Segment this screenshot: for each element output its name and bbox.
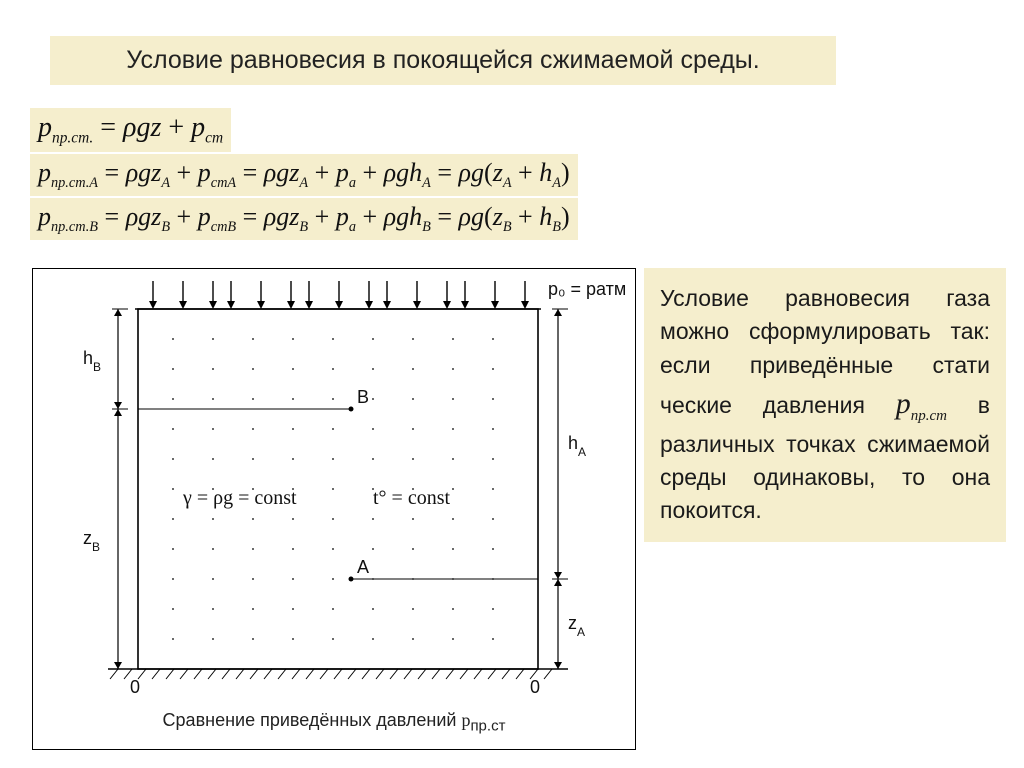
equation-3: pпр.ст.B = ρgzB + pстB = ρgzB + pa + ρgh… — [30, 198, 578, 240]
svg-text:γ = ρg = const: γ = ρg = const — [182, 487, 297, 509]
title-box: Условие равновесия в покоящейся сжимаемо… — [50, 36, 836, 85]
svg-text:0: 0 — [530, 677, 540, 697]
svg-text:p₀ = pатм: p₀ = pатм — [548, 279, 626, 299]
svg-text:B: B — [357, 387, 369, 407]
svg-text:t° = const: t° = const — [373, 487, 450, 509]
equation-2: pпр.ст.A = ρgzA + pстA = ρgzA + pa + ρgh… — [30, 154, 578, 196]
diagram-svg: p₀ = pатм B Aγ = ρg = const t° = const hB zB h… — [33, 269, 635, 709]
svg-text:zA: zA — [568, 613, 585, 639]
diagram: p₀ = pатм B Aγ = ρg = const t° = const hB zB h… — [32, 268, 636, 750]
svg-text:zB: zB — [83, 528, 100, 554]
equation-1: pпр.ст. = ρgz + pст — [30, 108, 231, 152]
svg-text:0: 0 — [130, 677, 140, 697]
svg-text:hA: hA — [568, 433, 586, 459]
title-text: Условие равновесия в покоящейся сжимаемо… — [126, 46, 759, 74]
description-box: Условие равновесия газа можно сформулиро… — [644, 268, 1006, 542]
svg-text:A: A — [357, 557, 369, 577]
diagram-caption: Сравнение приведённых давлений pпр.ст — [33, 710, 635, 735]
svg-text:hB: hB — [83, 348, 101, 374]
